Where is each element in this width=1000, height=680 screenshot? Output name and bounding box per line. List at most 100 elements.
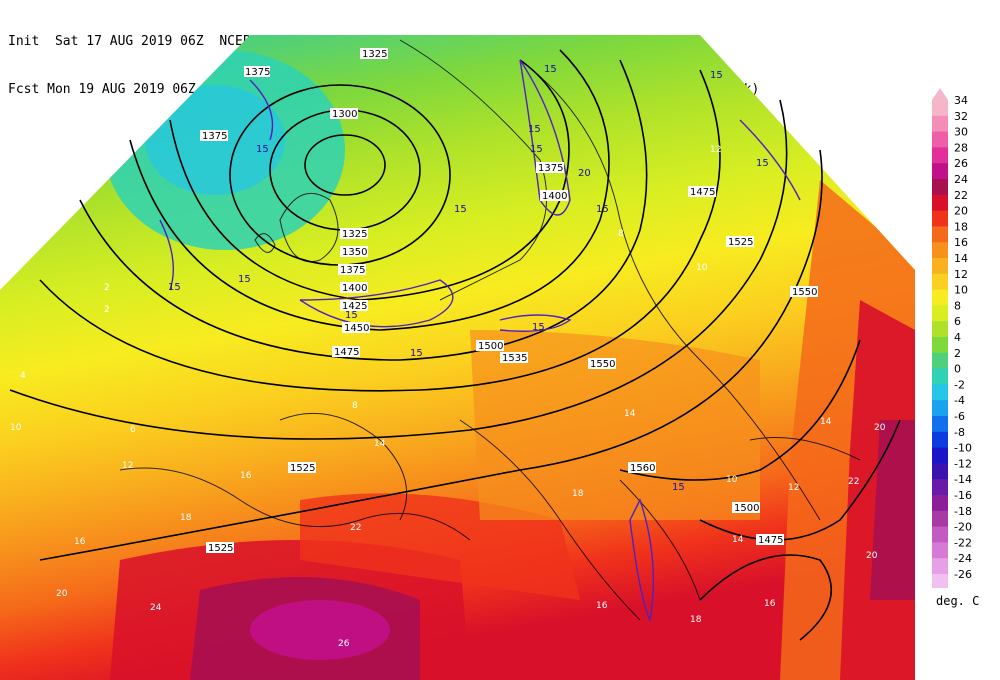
legend-swatches (932, 88, 948, 588)
legend-swatch (932, 368, 948, 385)
legend-swatch (932, 352, 948, 370)
legend-swatch (932, 495, 948, 512)
height-labels: 1325 1375 1300 1375 1325 1350 1375 1400 … (200, 48, 818, 554)
temp-label: 12 (788, 483, 799, 493)
legend-label: 32 (954, 110, 968, 123)
legend-swatch (932, 258, 948, 275)
legend-swatch (932, 558, 948, 575)
temp-label: 16 (240, 471, 252, 481)
temp-label: 20 (866, 551, 878, 561)
height-label: 1500 (478, 341, 503, 352)
wind-label: 15 (530, 144, 543, 155)
height-label: 1350 (342, 247, 367, 258)
wind-label: 15 (238, 274, 251, 285)
legend-swatch (932, 163, 948, 180)
legend-label: 34 (954, 94, 968, 107)
height-label: 1475 (690, 187, 715, 198)
height-label: 1400 (542, 191, 567, 202)
temp-label: 26 (338, 639, 350, 649)
height-label: 1560 (630, 463, 655, 474)
temp-label: 10 (10, 423, 22, 433)
legend-label: 12 (954, 268, 968, 281)
temperature-legend: 3432302826242220181614121086420-2-4-6-8-… (932, 88, 972, 588)
legend-swatch (932, 147, 948, 164)
legend-label: -22 (954, 536, 972, 549)
temp-label: 16 (596, 601, 608, 611)
legend-swatch (932, 273, 948, 291)
height-label: 1525 (728, 237, 753, 248)
legend-label: 2 (954, 347, 961, 360)
temp-label: 8 (352, 401, 358, 411)
temp-label: 16 (764, 599, 776, 609)
legend-label: -6 (954, 410, 965, 423)
temp-label: 18 (690, 615, 702, 625)
height-label: 1500 (734, 503, 759, 514)
height-label: 1450 (344, 323, 369, 334)
legend-swatch (932, 242, 948, 259)
temp-label: 8 (618, 229, 624, 239)
temp-label: 2 (104, 305, 110, 315)
temperature-labels: 2 2 4 6 8 10 12 14 16 18 20 22 24 26 12 … (10, 145, 886, 649)
legend-swatch (932, 115, 948, 133)
legend-label: -20 (954, 521, 972, 534)
legend-swatch (932, 226, 948, 243)
temp-label: 2 (104, 283, 110, 293)
legend-label: 8 (954, 299, 961, 312)
legend-label: 16 (954, 236, 968, 249)
height-label: 1325 (362, 49, 387, 60)
legend-label: 26 (954, 157, 968, 170)
legend-swatch (932, 542, 948, 559)
height-label: 1400 (342, 283, 367, 294)
height-label: 1375 (340, 265, 365, 276)
temp-label: 14 (374, 439, 386, 449)
height-label: 1375 (245, 67, 270, 78)
temp-label: 10 (726, 475, 738, 485)
temp-label: 22 (848, 477, 859, 487)
legend-labels: 3432302826242220181614121086420-2-4-6-8-… (954, 94, 972, 581)
legend-label: 14 (954, 252, 968, 265)
legend-swatch (932, 305, 948, 322)
wind-label: 15 (532, 322, 545, 333)
temp-label: 14 (732, 535, 744, 545)
temp-label: 14 (624, 409, 636, 419)
legend-swatch (932, 479, 948, 496)
legend-label: -10 (954, 442, 972, 455)
temp-label: 24 (150, 603, 162, 613)
legend-swatch (932, 416, 948, 433)
height-label: 1300 (332, 109, 357, 120)
legend-label: -4 (954, 394, 965, 407)
height-label: 1550 (792, 287, 817, 298)
legend-label: 10 (954, 284, 968, 297)
legend-label: 24 (954, 173, 968, 186)
height-label: 1550 (590, 359, 615, 370)
temp-label: 22 (350, 523, 361, 533)
coastlines (119, 39, 861, 621)
height-contours (9, 49, 901, 641)
temp-label: 20 (56, 589, 68, 599)
wind-label: 15 (672, 482, 685, 493)
legend-swatch (932, 447, 948, 464)
legend-label: 4 (954, 331, 961, 344)
legend-label: 6 (954, 315, 961, 328)
temp-label: 12 (710, 145, 721, 155)
legend-swatch (932, 337, 948, 354)
wind-label: 15 (544, 64, 557, 75)
temp-label: 20 (874, 423, 886, 433)
temperature-field (0, 35, 915, 680)
height-label: 1475 (334, 347, 359, 358)
legend-arrow-top (932, 88, 948, 100)
wind-label: 15 (710, 70, 723, 81)
wind-label: 15 (756, 158, 769, 169)
legend-swatch (932, 431, 948, 449)
legend-swatch (932, 400, 948, 417)
legend-swatch (932, 384, 948, 401)
temp-label: 10 (696, 263, 708, 273)
legend-label: -12 (954, 457, 972, 470)
temp-label: 14 (820, 417, 832, 427)
legend-label: 28 (954, 141, 968, 154)
legend-swatch (932, 100, 948, 117)
height-label: 1525 (290, 463, 315, 474)
wind-labels: 15 15 15 15 15 15 15 15 20 15 15 15 15 1… (168, 64, 769, 493)
legend-swatch (932, 321, 948, 338)
temp-label: 4 (20, 371, 26, 381)
